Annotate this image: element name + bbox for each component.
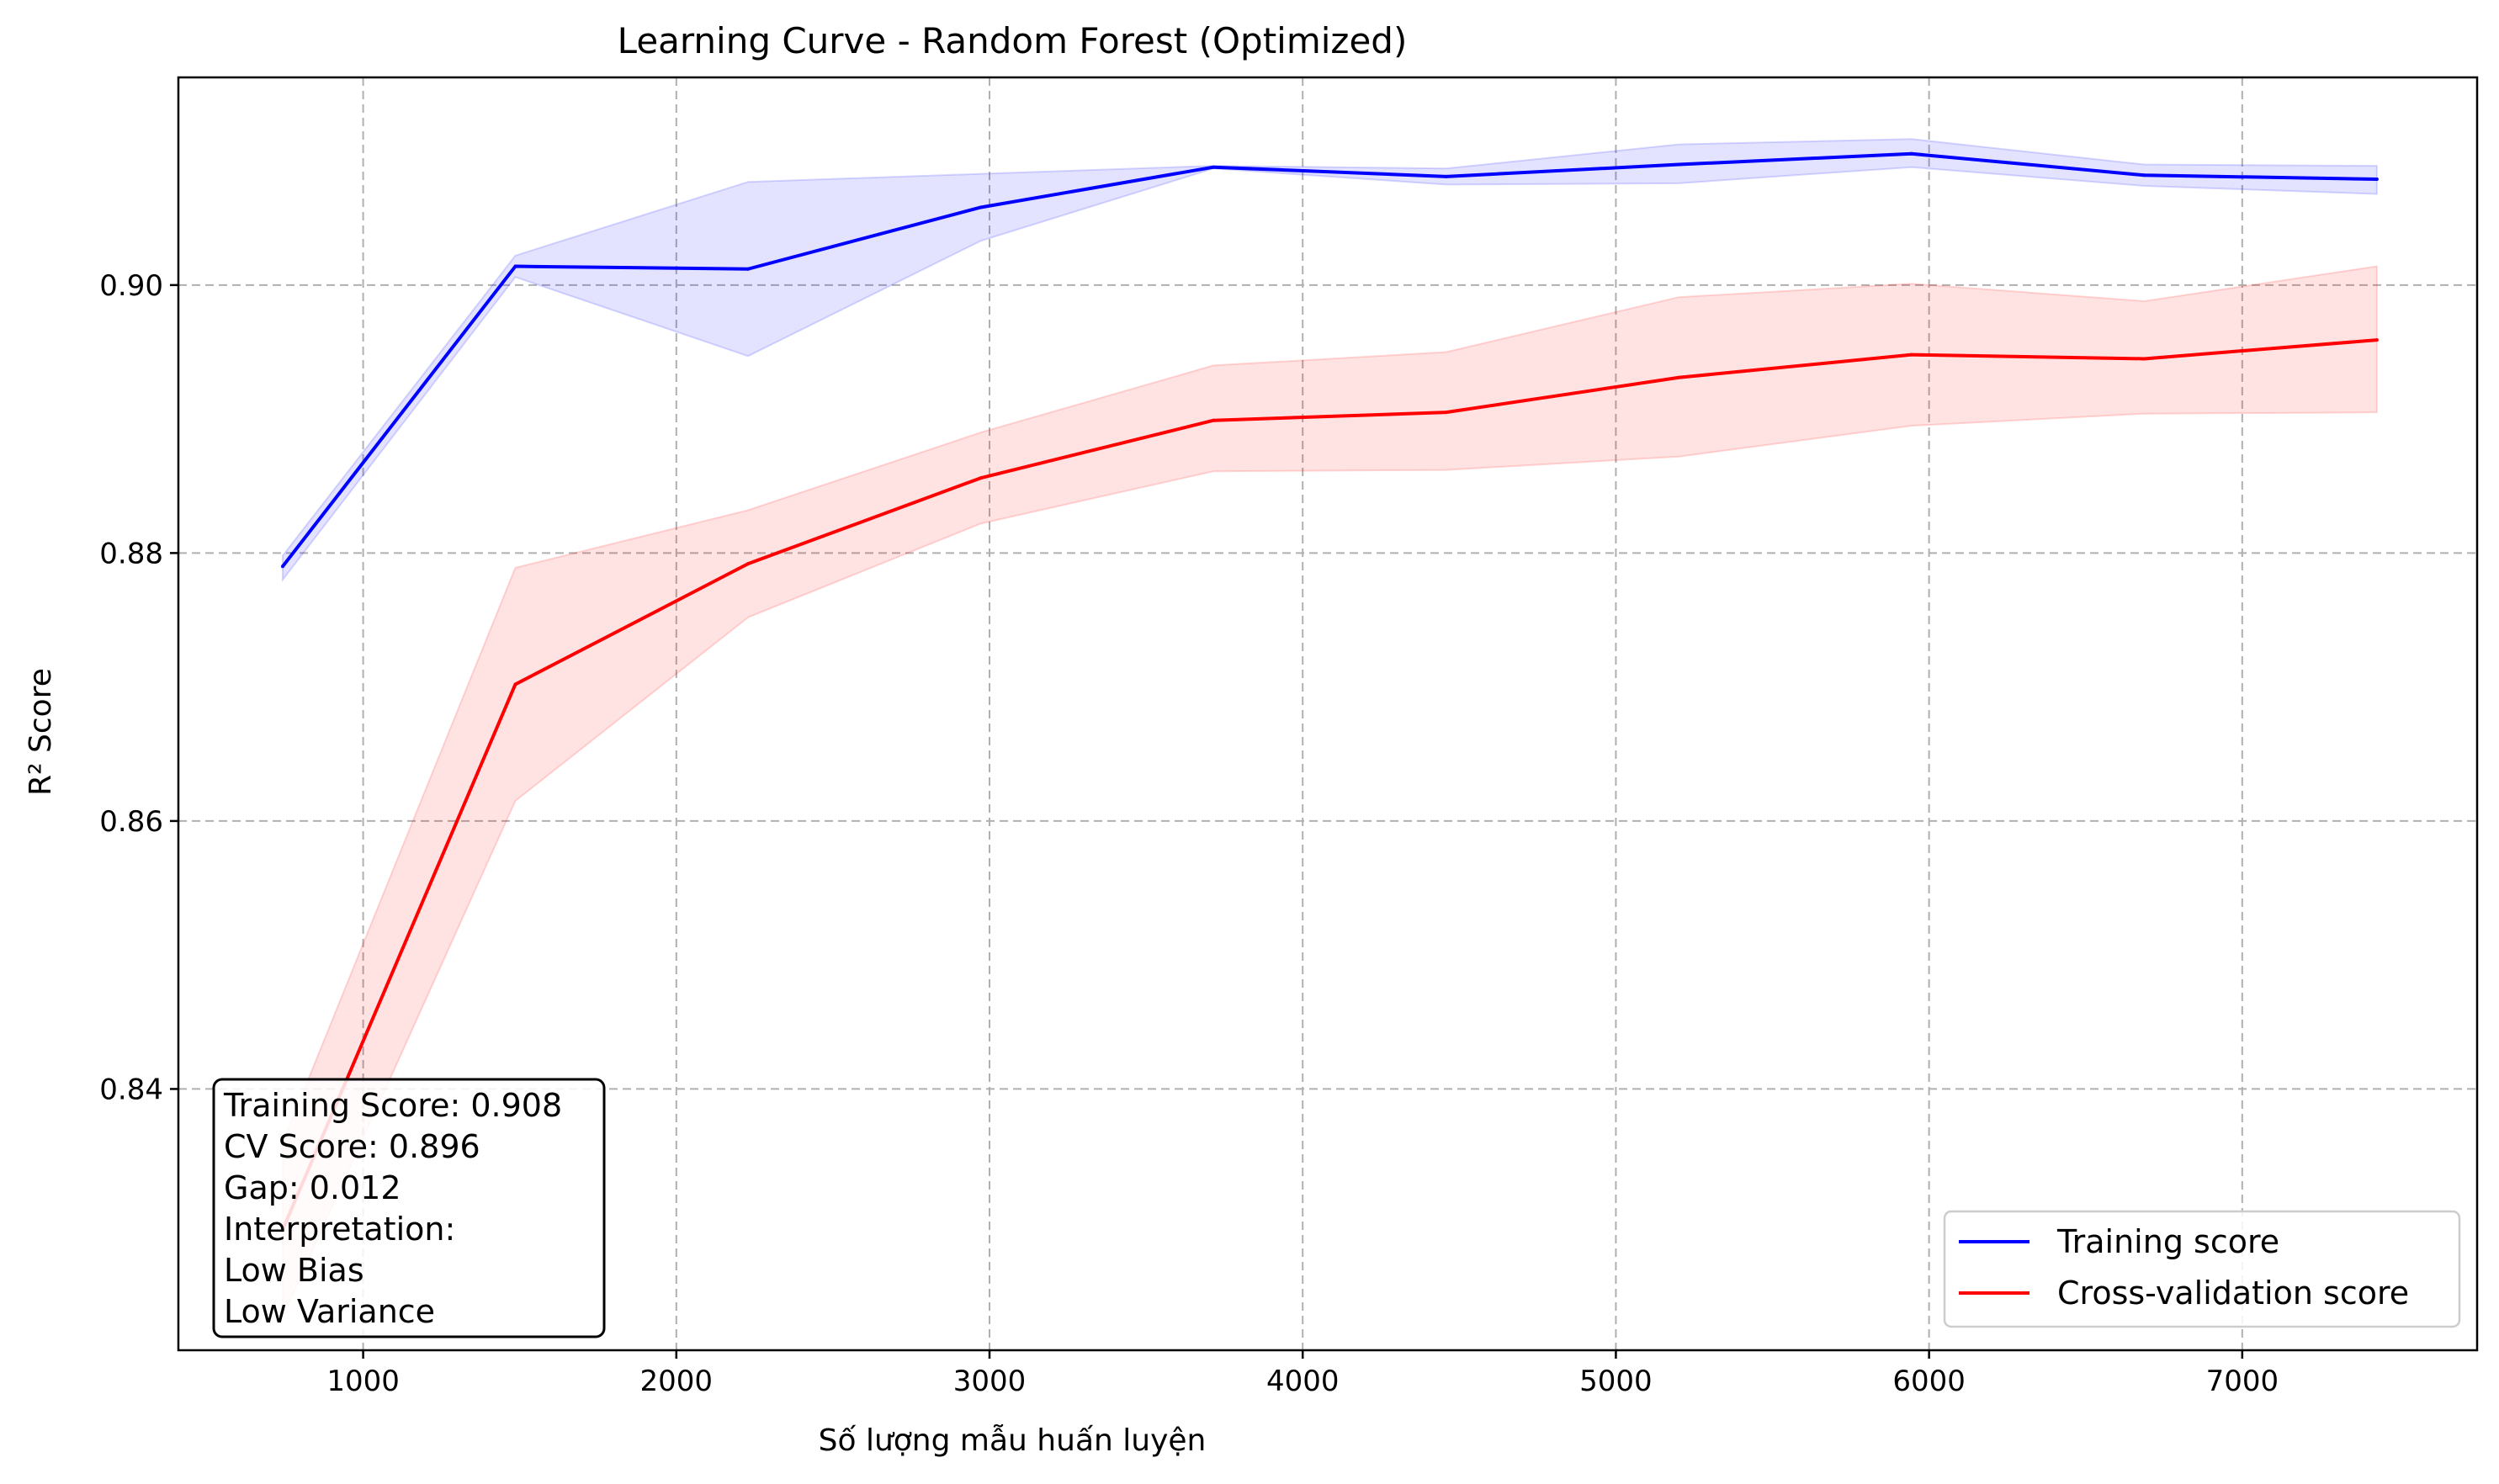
info-line: CV Score: 0.896 <box>224 1128 480 1165</box>
x-tick-label: 6000 <box>1892 1365 1966 1398</box>
series-1-point <box>280 564 284 569</box>
x-tick-label: 1000 <box>326 1365 400 1398</box>
series-1-point <box>979 205 983 209</box>
series-2-point <box>746 562 751 566</box>
y-axis-ticks: 0.84 0.86 0.88 0.90 <box>99 269 178 1106</box>
y-tick-label: 0.86 <box>99 805 163 839</box>
info-line: Interpretation: <box>224 1211 455 1248</box>
plot-frame <box>177 76 2479 1352</box>
x-tick-label: 3000 <box>953 1365 1027 1398</box>
series-1-band <box>281 138 2378 583</box>
info-box-frame <box>212 1078 606 1338</box>
series-2-line <box>281 338 2378 1231</box>
info-line: Low Bias <box>224 1252 364 1289</box>
series-1-point <box>1677 162 1681 167</box>
x-tick-label: 2000 <box>640 1365 714 1398</box>
series-2-point <box>1444 411 1448 415</box>
y-tick-label: 0.84 <box>99 1073 163 1106</box>
series-1-point <box>513 264 517 268</box>
legend-frame <box>1943 1210 2461 1328</box>
series-1-point <box>1444 174 1448 178</box>
legend-label: Training score <box>2056 1223 2279 1260</box>
series-2-band <box>281 265 2378 1317</box>
confidence-bands <box>281 138 2378 1317</box>
series-1-point <box>1909 151 1913 156</box>
info-line: Training Score: 0.908 <box>223 1087 562 1124</box>
x-tick-label: 7000 <box>2206 1365 2279 1398</box>
info-line: Gap: 0.012 <box>224 1169 401 1206</box>
y-tick-label: 0.88 <box>99 537 163 570</box>
legend: Training score Cross-validation score <box>1943 1210 2461 1328</box>
series-2-point <box>2142 357 2146 361</box>
series-2-point <box>979 476 983 480</box>
series-2-point <box>1909 352 1913 357</box>
info-annotation-box: Training Score: 0.908 CV Score: 0.896 Gap:… <box>212 1078 606 1338</box>
x-tick-label: 5000 <box>1579 1365 1653 1398</box>
y-tick-label: 0.90 <box>99 269 163 303</box>
series-2-point <box>513 682 517 686</box>
series-1-point <box>2374 178 2379 182</box>
info-line: Low Variance <box>224 1293 435 1330</box>
y-axis-label: R² Score <box>24 668 58 796</box>
series-lines <box>280 151 2379 1232</box>
series-1-line <box>281 151 2377 568</box>
series-2-point <box>2374 338 2379 342</box>
series-2-point <box>1677 375 1681 379</box>
series-2-point <box>1212 418 1216 422</box>
legend-label: Cross-validation score <box>2057 1275 2409 1312</box>
info-box-lines: Training Score: 0.908 CV Score: 0.896 Gap:… <box>223 1087 562 1330</box>
series-1-point <box>1212 165 1216 169</box>
legend-items: Training score Cross-validation score <box>1959 1223 2409 1312</box>
x-axis-ticks: 1000 2000 3000 4000 5000 6000 7000 <box>326 1350 2279 1398</box>
x-tick-label: 4000 <box>1266 1365 1340 1398</box>
chart-title: Learning Curve - Random Forest (Optimize… <box>618 20 1408 61</box>
series-1-point <box>2142 173 2146 178</box>
series-1-point <box>746 267 751 271</box>
x-axis-label: Số lượng mẫu huấn luyện <box>819 1423 1207 1458</box>
